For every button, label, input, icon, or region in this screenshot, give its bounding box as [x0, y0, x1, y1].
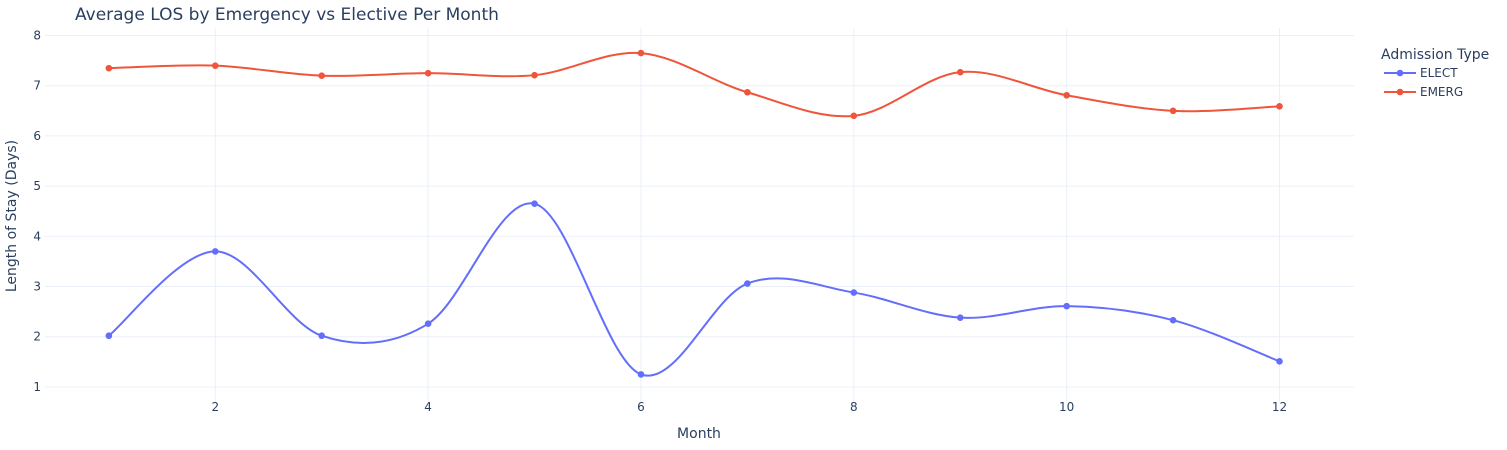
legend-label-elect: ELECT	[1420, 66, 1458, 80]
x-tick-label: 10	[1059, 400, 1074, 414]
y-tick-label: 6	[33, 129, 41, 143]
data-point-elect[interactable]	[850, 289, 858, 296]
data-point-elect[interactable]	[1063, 302, 1070, 310]
legend-item-elect[interactable]: ELECT	[1384, 66, 1458, 80]
data-point-emerg[interactable]	[637, 49, 645, 57]
y-tick-label: 1	[33, 380, 41, 394]
data-point-emerg[interactable]	[956, 68, 964, 76]
data-point-emerg[interactable]	[744, 88, 751, 96]
x-axis-label: Month	[677, 426, 721, 442]
legend-item-emerg[interactable]: EMERG	[1384, 85, 1463, 99]
data-point-emerg[interactable]	[424, 69, 432, 77]
y-tick-label: 5	[33, 179, 41, 193]
series-emerg	[105, 49, 1283, 120]
y-tick-label: 8	[33, 29, 41, 43]
legend-marker-elect	[1396, 69, 1404, 77]
data-point-emerg[interactable]	[105, 64, 113, 72]
y-tick-label: 2	[33, 330, 41, 344]
series-layer	[105, 49, 1283, 378]
chart-title: Average LOS by Emergency vs Elective Per…	[75, 5, 499, 25]
data-point-elect[interactable]	[1169, 316, 1177, 324]
data-point-emerg[interactable]	[1169, 107, 1177, 115]
y-tick-label: 4	[33, 229, 41, 243]
x-tick-label: 12	[1272, 400, 1287, 414]
data-point-emerg[interactable]	[1276, 103, 1283, 110]
data-point-emerg[interactable]	[850, 112, 858, 120]
legend[interactable]: Admission Type ELECT EMERG	[1381, 47, 1489, 99]
data-point-emerg[interactable]	[211, 62, 219, 69]
y-axis-label: Length of Stay (Days)	[4, 140, 20, 292]
data-point-emerg[interactable]	[531, 71, 538, 79]
data-point-elect[interactable]	[531, 200, 538, 208]
data-point-elect[interactable]	[105, 332, 113, 340]
series-line-elect	[108, 202, 1280, 377]
data-point-elect[interactable]	[211, 248, 219, 255]
series-elect	[105, 200, 1283, 378]
x-tick-label: 4	[424, 400, 432, 414]
x-tick-label: 8	[850, 400, 858, 414]
legend-title: Admission Type	[1381, 47, 1489, 63]
data-point-elect[interactable]	[318, 332, 325, 340]
data-point-emerg[interactable]	[318, 72, 325, 79]
x-tick-label: 6	[637, 400, 645, 414]
y-tick-label: 3	[33, 280, 41, 294]
data-point-emerg[interactable]	[1063, 91, 1070, 99]
legend-marker-emerg	[1396, 88, 1404, 96]
data-point-elect[interactable]	[424, 320, 432, 327]
grid-layer	[45, 28, 1354, 402]
legend-items: ELECT EMERG	[1384, 66, 1463, 99]
y-tick-label: 7	[33, 79, 41, 93]
data-point-elect[interactable]	[956, 314, 964, 321]
data-point-elect[interactable]	[1276, 358, 1283, 365]
x-tick-label: 2	[211, 400, 219, 414]
series-line-emerg	[108, 51, 1280, 118]
data-point-elect[interactable]	[637, 371, 645, 378]
data-point-elect[interactable]	[744, 280, 751, 287]
legend-label-emerg: EMERG	[1420, 85, 1463, 99]
